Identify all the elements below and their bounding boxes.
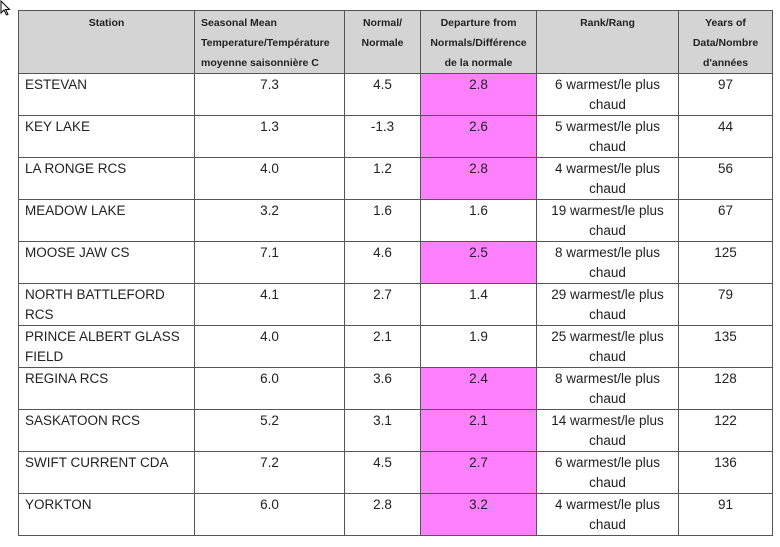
rank-cell: 4 warmest/le plus chaud bbox=[536, 157, 679, 200]
table-row: LA RONGE RCS 4.0 1.2 2.8 4 warmest/le plus c… bbox=[18, 157, 773, 200]
station-cell: SASKATOON RCS bbox=[18, 409, 195, 452]
normal-cell: 1.2 bbox=[344, 157, 421, 200]
years-cell: 128 bbox=[678, 367, 773, 410]
station-cell: LA RONGE RCS bbox=[18, 157, 195, 200]
table-row: ESTEVAN 7.3 4.5 2.8 6 warmest/le plus chaud 9… bbox=[18, 73, 773, 116]
header-station: Station bbox=[18, 10, 195, 74]
table-row: SWIFT CURRENT CDA 7.2 4.5 2.7 6 warmest/le p… bbox=[18, 451, 773, 494]
mean-temp-cell: 7.2 bbox=[194, 451, 345, 494]
rank-cell: 6 warmest/le plus chaud bbox=[536, 451, 679, 494]
departure-cell: 2.8 bbox=[420, 157, 537, 200]
mean-temp-cell: 4.1 bbox=[194, 283, 345, 326]
normal-cell: -1.3 bbox=[344, 115, 421, 158]
mean-temp-cell: 7.1 bbox=[194, 241, 345, 284]
normal-cell: 4.5 bbox=[344, 73, 421, 116]
rank-cell: 14 warmest/le plus chaud bbox=[536, 409, 679, 452]
mean-temp-cell: 1.3 bbox=[194, 115, 345, 158]
normal-cell: 3.1 bbox=[344, 409, 421, 452]
mean-temp-cell: 5.2 bbox=[194, 409, 345, 452]
table-header-row: Station Seasonal Mean Temperature/Tempér… bbox=[18, 10, 773, 74]
table-row: NORTH BATTLEFORD RCS 4.1 2.7 1.4 29 warmest/… bbox=[18, 283, 773, 326]
station-cell: MEADOW LAKE bbox=[18, 199, 195, 242]
normal-cell: 2.8 bbox=[344, 493, 421, 536]
header-seasonal-mean: Seasonal Mean Temperature/Température mo… bbox=[194, 10, 345, 74]
table-row: KEY LAKE 1.3 -1.3 2.6 5 warmest/le plus chau… bbox=[18, 115, 773, 158]
table-row: REGINA RCS 6.0 3.6 2.4 8 warmest/le plus cha… bbox=[18, 367, 773, 410]
normal-cell: 4.5 bbox=[344, 451, 421, 494]
station-cell: KEY LAKE bbox=[18, 115, 195, 158]
mouse-cursor-icon bbox=[0, 0, 11, 16]
rank-cell: 29 warmest/le plus chaud bbox=[536, 283, 679, 326]
header-rank: Rank/Rang bbox=[536, 10, 679, 74]
years-cell: 122 bbox=[678, 409, 773, 452]
header-departure: Departure from Normals/Différence de la … bbox=[420, 10, 537, 74]
normal-cell: 3.6 bbox=[344, 367, 421, 410]
station-cell: PRINCE ALBERT GLASS FIELD bbox=[18, 325, 195, 368]
normal-cell: 1.6 bbox=[344, 199, 421, 242]
years-cell: 97 bbox=[678, 73, 773, 116]
normal-cell: 2.7 bbox=[344, 283, 421, 326]
departure-cell: 2.6 bbox=[420, 115, 537, 158]
departure-cell: 2.8 bbox=[420, 73, 537, 116]
table-row: PRINCE ALBERT GLASS FIELD 4.0 2.1 1.9 25 war… bbox=[18, 325, 773, 368]
rank-cell: 4 warmest/le plus chaud bbox=[536, 493, 679, 536]
rank-cell: 8 warmest/le plus chaud bbox=[536, 367, 679, 410]
years-cell: 44 bbox=[678, 115, 773, 158]
departure-cell: 1.6 bbox=[420, 199, 537, 242]
mean-temp-cell: 7.3 bbox=[194, 73, 345, 116]
rank-cell: 19 warmest/le plus chaud bbox=[536, 199, 679, 242]
table-row: YORKTON 6.0 2.8 3.2 4 warmest/le plus chaud 9… bbox=[18, 493, 773, 536]
departure-cell: 3.2 bbox=[420, 493, 537, 536]
station-cell: YORKTON bbox=[18, 493, 195, 536]
years-cell: 125 bbox=[678, 241, 773, 284]
mean-temp-cell: 4.0 bbox=[194, 157, 345, 200]
table-row: MEADOW LAKE 3.2 1.6 1.6 19 warmest/le plus c… bbox=[18, 199, 773, 242]
departure-cell: 1.9 bbox=[420, 325, 537, 368]
normal-cell: 4.6 bbox=[344, 241, 421, 284]
mean-temp-cell: 4.0 bbox=[194, 325, 345, 368]
table-row: SASKATOON RCS 5.2 3.1 2.1 14 warmest/le plus… bbox=[18, 409, 773, 452]
table-row: MOOSE JAW CS 7.1 4.6 2.5 8 warmest/le plus c… bbox=[18, 241, 773, 284]
years-cell: 136 bbox=[678, 451, 773, 494]
station-cell: MOOSE JAW CS bbox=[18, 241, 195, 284]
rank-cell: 6 warmest/le plus chaud bbox=[536, 73, 679, 116]
mean-temp-cell: 3.2 bbox=[194, 199, 345, 242]
mean-temp-cell: 6.0 bbox=[194, 367, 345, 410]
rank-cell: 8 warmest/le plus chaud bbox=[536, 241, 679, 284]
departure-cell: 2.5 bbox=[420, 241, 537, 284]
departure-cell: 1.4 bbox=[420, 283, 537, 326]
years-cell: 56 bbox=[678, 157, 773, 200]
station-temperature-table: Station Seasonal Mean Temperature/Tempér… bbox=[18, 10, 773, 536]
normal-cell: 2.1 bbox=[344, 325, 421, 368]
departure-cell: 2.7 bbox=[420, 451, 537, 494]
station-cell: SWIFT CURRENT CDA bbox=[18, 451, 195, 494]
station-cell: NORTH BATTLEFORD RCS bbox=[18, 283, 195, 326]
departure-cell: 2.4 bbox=[420, 367, 537, 410]
years-cell: 91 bbox=[678, 493, 773, 536]
header-years: Years of Data/Nombre d'années bbox=[678, 10, 773, 74]
mean-temp-cell: 6.0 bbox=[194, 493, 345, 536]
years-cell: 135 bbox=[678, 325, 773, 368]
station-cell: REGINA RCS bbox=[18, 367, 195, 410]
table-body: ESTEVAN 7.3 4.5 2.8 6 warmest/le plus chaud 9… bbox=[18, 73, 773, 536]
years-cell: 67 bbox=[678, 199, 773, 242]
rank-cell: 25 warmest/le plus chaud bbox=[536, 325, 679, 368]
header-normal: Normal/ Normale bbox=[344, 10, 421, 74]
years-cell: 79 bbox=[678, 283, 773, 326]
rank-cell: 5 warmest/le plus chaud bbox=[536, 115, 679, 158]
station-cell: ESTEVAN bbox=[18, 73, 195, 116]
departure-cell: 2.1 bbox=[420, 409, 537, 452]
